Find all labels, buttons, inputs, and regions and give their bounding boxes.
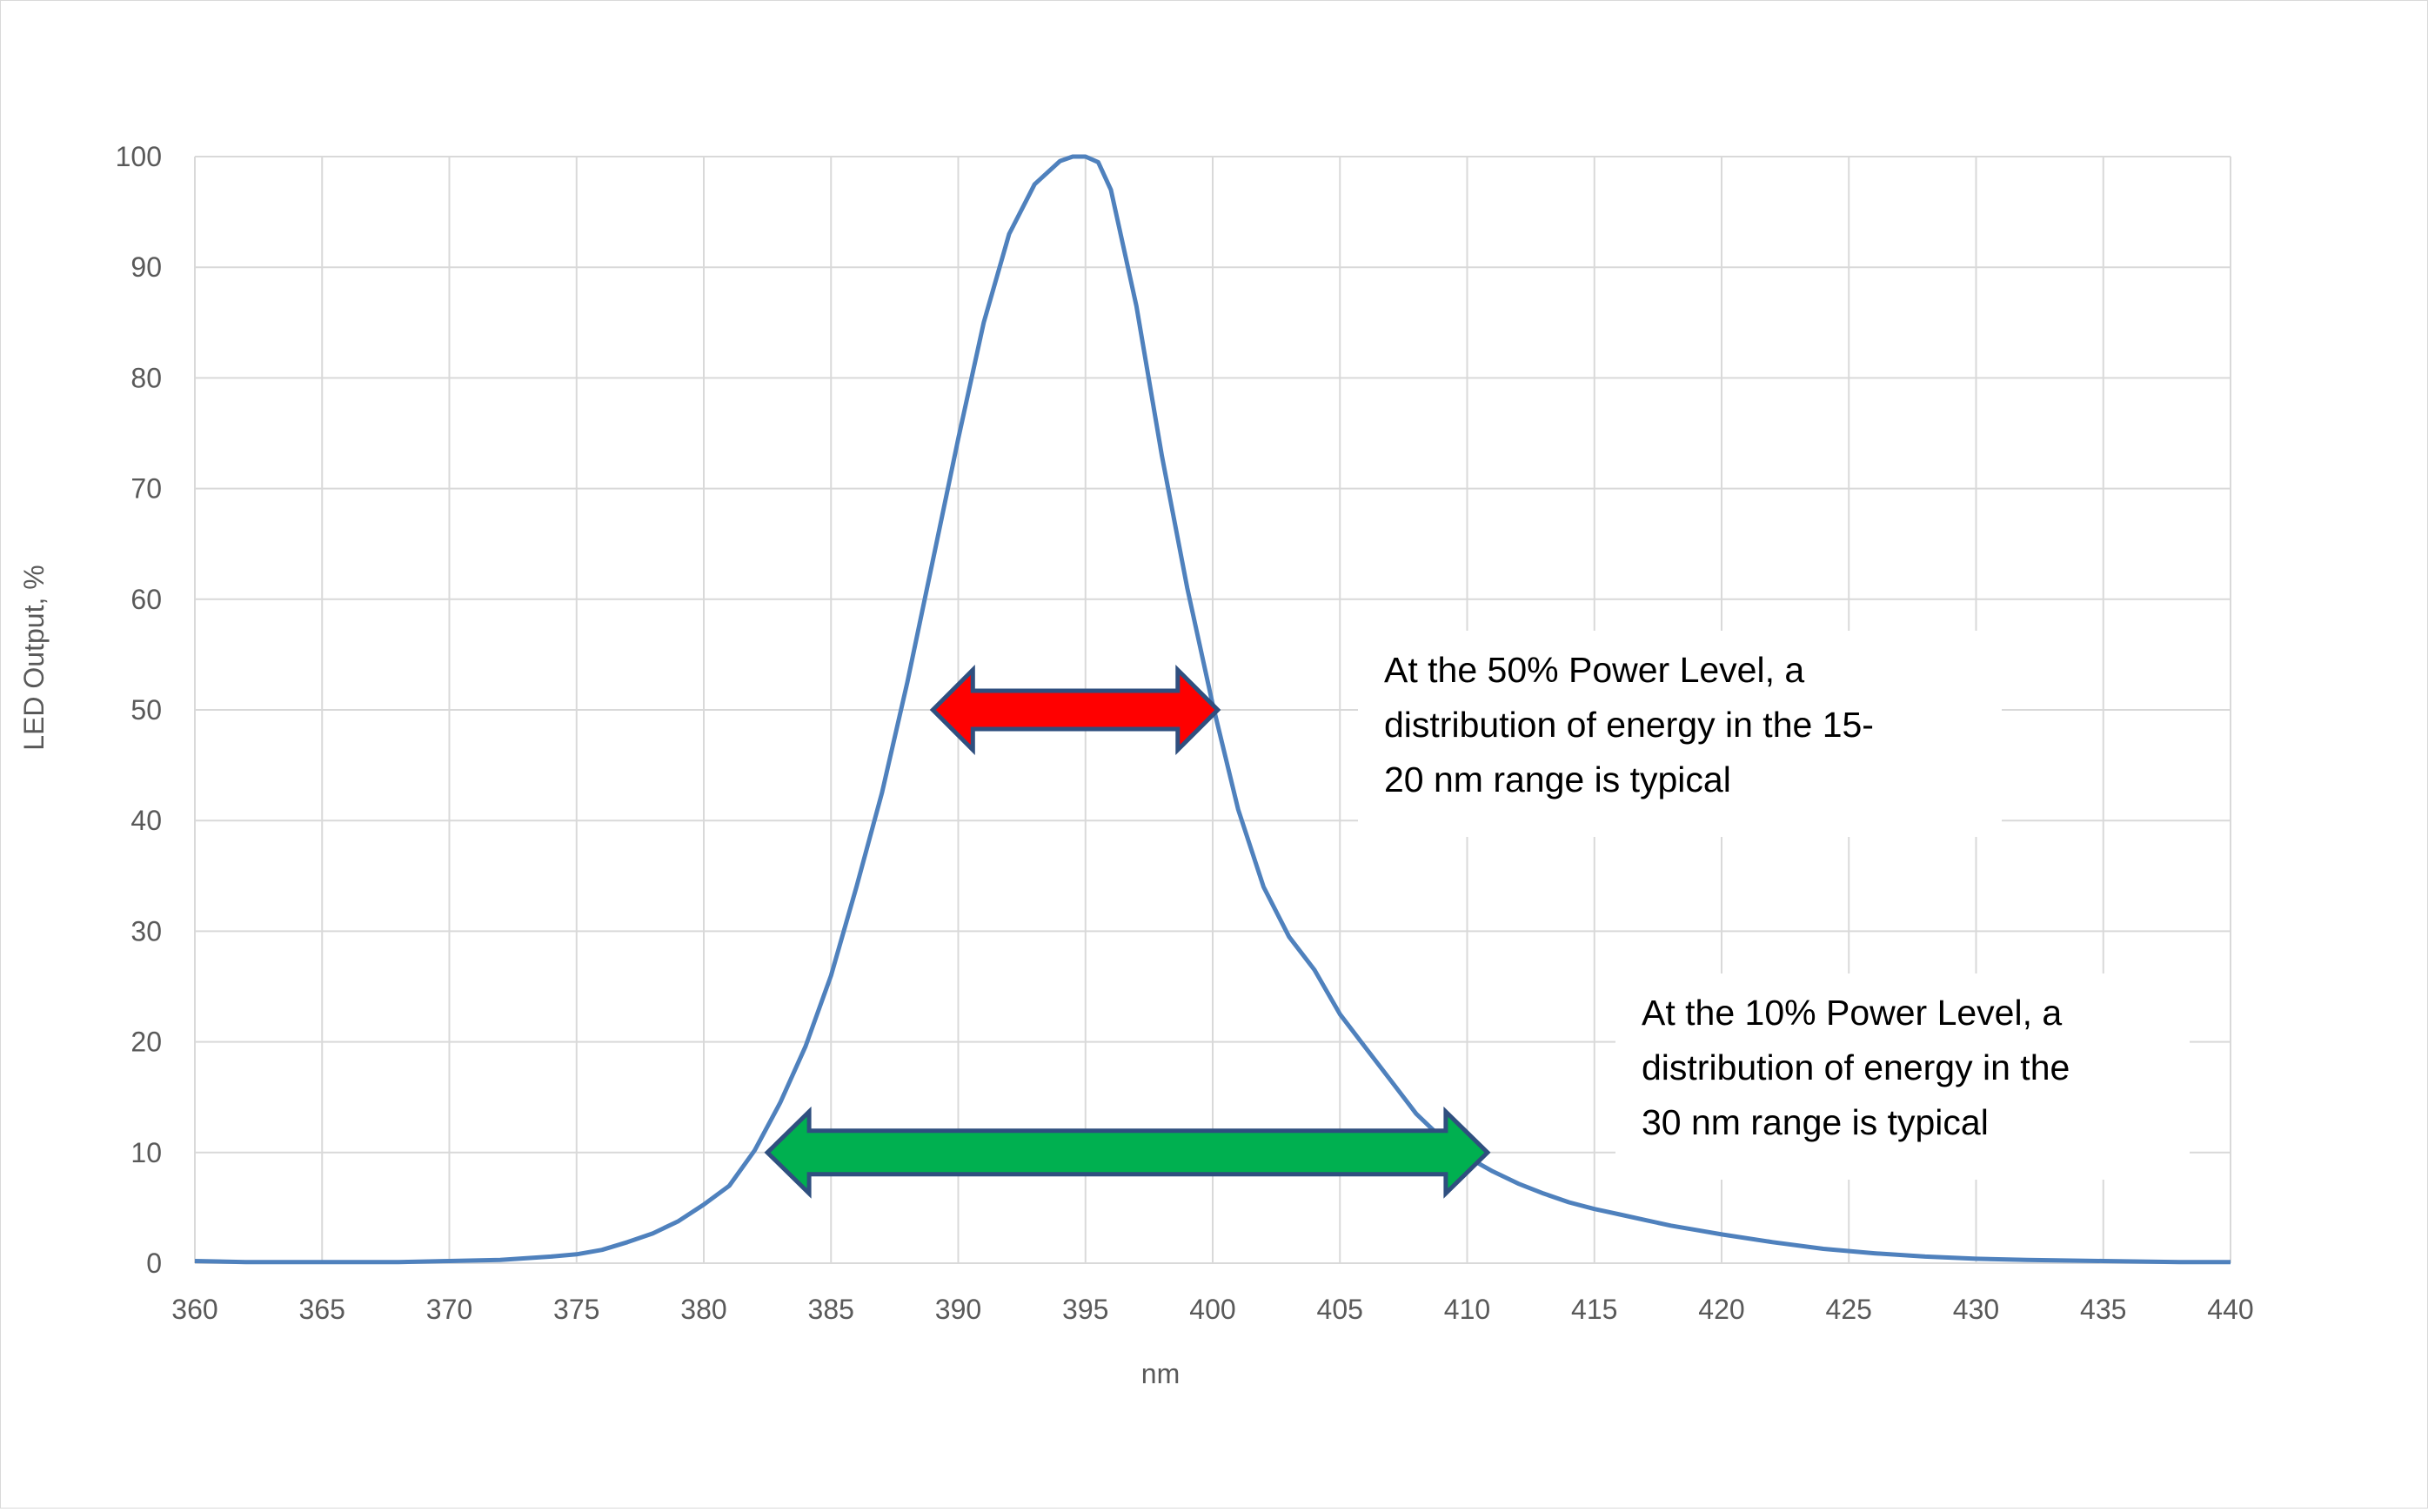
arrow-10-percent bbox=[764, 1106, 1491, 1199]
x-tick-label: 420 bbox=[1698, 1294, 1744, 1325]
y-tick-label: 90 bbox=[130, 251, 162, 283]
x-tick-label: 395 bbox=[1062, 1294, 1108, 1325]
x-tick-label: 435 bbox=[2080, 1294, 2126, 1325]
series-line bbox=[194, 154, 2231, 1265]
x-axis-title: nm bbox=[1141, 1358, 1180, 1389]
x-tick-label: 370 bbox=[426, 1294, 472, 1325]
x-tick-label: 415 bbox=[1571, 1294, 1617, 1325]
y-tick-label: 30 bbox=[130, 915, 162, 947]
annotation-10-percent: At the 10% Power Level, a distribution o… bbox=[1615, 973, 2190, 1180]
x-tick-labels: 360 365 370 375 380 385 390 395 400 405 410 415 420 4… bbox=[171, 1294, 2253, 1325]
annotation-50-line-3: 20 nm range is typical bbox=[1384, 759, 1731, 799]
y-tick-label: 20 bbox=[130, 1027, 162, 1058]
y-tick-label: 70 bbox=[130, 473, 162, 505]
x-tick-label: 360 bbox=[171, 1294, 217, 1325]
arrow-50-percent bbox=[929, 664, 1221, 756]
y-axis-title: LED Output, % bbox=[18, 565, 50, 750]
x-tick-label: 380 bbox=[680, 1294, 726, 1325]
x-tick-label: 385 bbox=[808, 1294, 854, 1325]
x-tick-label: 405 bbox=[1317, 1294, 1363, 1325]
annotation-arrows bbox=[764, 664, 1491, 1199]
annotation-50-line-1: At the 50% Power Level, a bbox=[1384, 650, 1805, 690]
y-tick-label: 80 bbox=[130, 362, 162, 393]
annotation-50-percent: At the 50% Power Level, a distribution o… bbox=[1358, 631, 2002, 837]
y-tick-label: 60 bbox=[130, 584, 162, 615]
x-tick-label: 400 bbox=[1189, 1294, 1235, 1325]
y-tick-label: 10 bbox=[130, 1137, 162, 1168]
x-tick-label: 365 bbox=[299, 1294, 345, 1325]
annotation-10-line-3: 30 nm range is typical bbox=[1642, 1102, 1989, 1142]
x-tick-label: 375 bbox=[553, 1294, 599, 1325]
y-tick-label: 0 bbox=[146, 1248, 162, 1279]
x-tick-label: 410 bbox=[1444, 1294, 1490, 1325]
annotation-10-line-1: At the 10% Power Level, a bbox=[1642, 993, 2063, 1033]
y-tick-label: 40 bbox=[130, 805, 162, 836]
y-tick-labels: 0 10 20 30 40 50 60 70 80 90 100 bbox=[116, 141, 162, 1279]
y-tick-label: 50 bbox=[130, 694, 162, 726]
annotation-50-line-2: distribution of energy in the 15- bbox=[1384, 705, 1874, 745]
x-tick-label: 390 bbox=[935, 1294, 981, 1325]
x-tick-label: 430 bbox=[1953, 1294, 1999, 1325]
y-tick-label: 100 bbox=[116, 141, 162, 172]
annotation-10-line-2: distribution of energy in the bbox=[1642, 1047, 2070, 1087]
x-tick-label: 425 bbox=[1826, 1294, 1872, 1325]
x-tick-label: 440 bbox=[2207, 1294, 2253, 1325]
